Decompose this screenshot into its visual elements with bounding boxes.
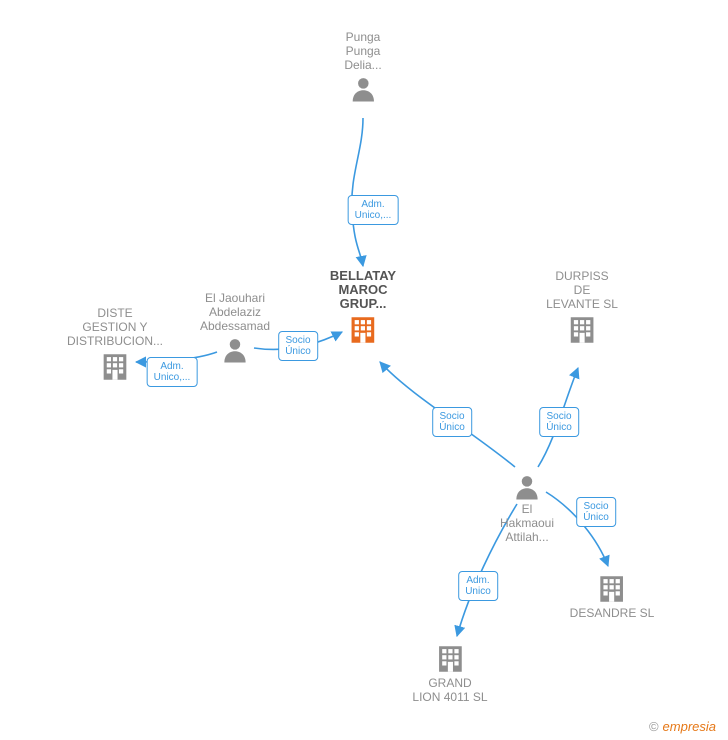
node-durpiss[interactable]: DURPISS DE LEVANTE SL: [546, 269, 618, 347]
node-label-bellatay: BELLATAY MAROC GRUP...: [330, 269, 396, 311]
watermark: © empresia: [649, 719, 716, 734]
person-icon: [200, 335, 270, 365]
copyright-symbol: ©: [649, 719, 659, 734]
building-icon: [412, 642, 487, 676]
node-label-elhakmaoui: El Hakmaoui Attilah...: [500, 502, 554, 544]
person-icon: [344, 74, 381, 104]
building-icon: [546, 313, 618, 347]
node-label-grandlion: GRAND LION 4011 SL: [412, 676, 487, 704]
node-label-durpiss: DURPISS DE LEVANTE SL: [546, 269, 618, 311]
node-label-diste: DISTE GESTION Y DISTRIBUCION...: [67, 306, 163, 348]
building-icon: [570, 572, 655, 606]
node-label-punga: Punga Punga Delia...: [344, 30, 381, 72]
person-icon: [500, 472, 554, 502]
edge-label-eljaouhari-diste: Adm. Unico,...: [147, 357, 198, 387]
node-elhakmaoui[interactable]: El Hakmaoui Attilah...: [500, 470, 554, 544]
edge-punga-bellatay: [352, 118, 363, 266]
node-label-desandre: DESANDRE SL: [570, 606, 655, 620]
edge-label-eljaouhari-bellatay: Socio Único: [278, 331, 318, 361]
node-punga[interactable]: Punga Punga Delia...: [344, 30, 381, 104]
edge-label-elhakmaoui-desandre: Socio Único: [576, 497, 616, 527]
edge-label-punga-bellatay: Adm. Unico,...: [348, 195, 399, 225]
node-bellatay[interactable]: BELLATAY MAROC GRUP...: [330, 269, 396, 347]
node-desandre[interactable]: DESANDRE SL: [570, 570, 655, 620]
edge-label-elhakmaoui-durpiss: Socio Único: [539, 407, 579, 437]
node-eljaouhari[interactable]: El Jaouhari Abdelaziz Abdessamad: [200, 291, 270, 365]
building-icon: [330, 313, 396, 347]
edge-label-elhakmaoui-bellatay: Socio Único: [432, 407, 472, 437]
node-label-eljaouhari: El Jaouhari Abdelaziz Abdessamad: [200, 291, 270, 333]
node-grandlion[interactable]: GRAND LION 4011 SL: [412, 640, 487, 704]
brand-name: empresia: [663, 719, 716, 734]
edge-label-elhakmaoui-grandlion: Adm. Unico: [458, 571, 498, 601]
